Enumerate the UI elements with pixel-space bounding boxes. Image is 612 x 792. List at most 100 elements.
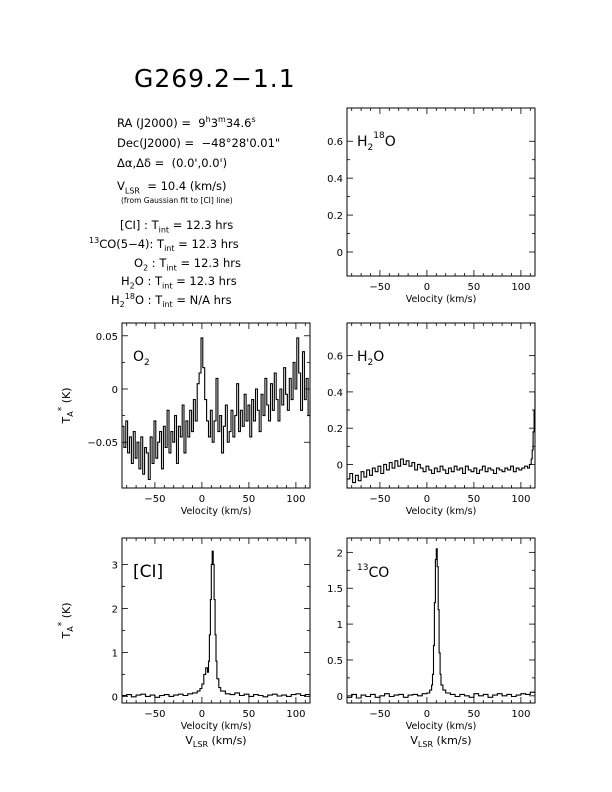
tint-line-name: H (111, 292, 120, 307)
y-tick-label: 2 (337, 548, 343, 559)
page-title: G269.2−1.1 (134, 64, 296, 93)
spectrum-line (347, 548, 536, 699)
y-tick-label: 0.5 (327, 656, 343, 667)
x-tick-label: 100 (511, 709, 530, 720)
plot-frame (346, 537, 536, 704)
vlsr-axis-sub: LSR (418, 740, 434, 749)
tint-t: T (159, 256, 167, 270)
x-tick-label: −50 (369, 282, 390, 293)
y-axis-label: TA* (K) (57, 602, 75, 639)
panel-species-label: H2 18O (357, 131, 396, 153)
spectrum-line (122, 337, 311, 481)
vlsr-axis-v: V (410, 734, 418, 747)
tint-t: T (155, 274, 163, 288)
panel-h2o: −50 0 50 100 0 0.2 0.4 0.6 Velocity (km/s) H2O (327, 322, 536, 517)
x-axis-label: Velocity (km/s) (406, 721, 477, 732)
x-tick-label: 0 (424, 282, 430, 293)
x-tick-label: 0 (199, 709, 205, 720)
y-tick-label: 0 (337, 460, 343, 471)
ra-seconds-unit: s (251, 115, 256, 124)
ra-line: RA (J2000) = 9h3m34.6s (117, 115, 256, 130)
x-tick-label: −50 (369, 494, 390, 505)
x-tick-label: 100 (511, 494, 530, 505)
vlsr-axis-unit: (km/s) (433, 734, 472, 747)
tint-sub: int (158, 225, 170, 235)
tint-row-13co: 13CO(5−4): Tint = 12.3 hrs (89, 236, 239, 253)
x-tick-label: 50 (243, 494, 256, 505)
vlsr-axis-label: VLSR (km/s) (410, 734, 471, 749)
offset-label: Δα,Δδ = (117, 156, 165, 170)
x-tick-label: −50 (144, 709, 165, 720)
tint-row-h2o: H2O : Tint = 12.3 hrs (121, 274, 237, 290)
spectrum-line (122, 550, 311, 698)
spectrum-line (347, 391, 536, 484)
y-axis-sup: * (57, 406, 67, 411)
y-tick-label: 0.4 (327, 174, 343, 185)
tint-value: = 12.3 hrs (180, 256, 242, 270)
x-tick-label: 0 (199, 494, 205, 505)
tint-sub: int (162, 281, 173, 291)
ra-hours: 9 (198, 115, 206, 130)
vlsr-note: (from Gaussian fit to [CI] line) (121, 196, 233, 205)
tint-line-sub: 2 (129, 281, 135, 291)
offset-line: Δα,Δδ = (0.0',0.0') (117, 156, 227, 170)
x-tick-label: 0 (424, 709, 430, 720)
tint-value: = 12.3 hrs (178, 236, 239, 251)
panel-13co: −50 0 50 100 0 0.5 1 1.5 2 Velocity (km/s) VLSR (k… (327, 537, 536, 749)
y-tick-label: 0.2 (327, 424, 343, 435)
y-tick-label: 1 (112, 648, 118, 659)
species-text: CO (368, 565, 389, 581)
y-axis-label: TA* (K) (57, 387, 75, 424)
plot-frame (346, 107, 536, 277)
y-tick-label: 1 (337, 620, 343, 631)
species-sub: 2 (368, 358, 374, 368)
panel-species-label: 13CO (357, 563, 389, 581)
y-axis-sub: A (66, 411, 75, 417)
vlsr-axis-sub: LSR (193, 740, 209, 749)
vlsr-axis-v: V (185, 734, 193, 747)
y-tick-label: 0.2 (327, 211, 343, 222)
x-tick-label: −50 (144, 494, 165, 505)
tint-line-name: H (121, 274, 130, 288)
y-axis-unit: (K) (60, 387, 73, 406)
tint-row-h218o: H218O : Tint = N/A hrs (111, 292, 232, 309)
tint-line-sub: 2 (143, 263, 149, 273)
y-tick-label: 2 (112, 604, 118, 615)
tint-line-sup: 18 (124, 292, 135, 301)
y-axis-sup: * (57, 621, 67, 626)
tint-sub: int (166, 263, 177, 273)
ra-seconds: 34.6 (225, 115, 252, 130)
x-axis-label: Velocity (km/s) (181, 506, 252, 517)
tint-line-sup: 13 (89, 236, 100, 245)
species-sub: 2 (144, 358, 150, 368)
y-tick-label: 3 (112, 560, 118, 571)
vlsr-v: V (117, 179, 125, 193)
panel-species-label: [CI] (133, 562, 163, 582)
y-axis-t: T (60, 632, 73, 640)
y-tick-label: 0 (337, 248, 343, 259)
species-text: O (373, 349, 384, 365)
vlsr-axis-label: VLSR (km/s) (185, 734, 246, 749)
y-tick-label: 0 (112, 385, 118, 396)
tint-t: T (157, 236, 165, 251)
species-text: O (385, 134, 396, 150)
ra-minutes: 3 (210, 115, 219, 130)
x-tick-label: 100 (286, 709, 305, 720)
species-text: H (357, 134, 368, 150)
x-axis-label: Velocity (km/s) (406, 506, 477, 517)
panel-species-label: H2O (357, 349, 384, 368)
vlsr-line: VLSR = 10.4 (km/s) (117, 179, 227, 195)
tint-line-name: CO(5−4): (99, 236, 154, 251)
tint-value: = N/A hrs (176, 292, 232, 307)
y-tick-label: 0.6 (327, 352, 343, 363)
tint-t: T (155, 292, 163, 307)
x-tick-label: 50 (468, 494, 481, 505)
tint-line-tail: O : (134, 274, 152, 288)
species-text: O (133, 349, 144, 365)
panel-species-label: O2 (133, 349, 150, 368)
x-tick-label: −50 (369, 709, 390, 720)
offset-value: (0.0',0.0') (171, 156, 228, 170)
tint-line-name: O (134, 256, 144, 270)
dec-line: Dec(J2000) = −48°28'0.01" (117, 136, 280, 150)
